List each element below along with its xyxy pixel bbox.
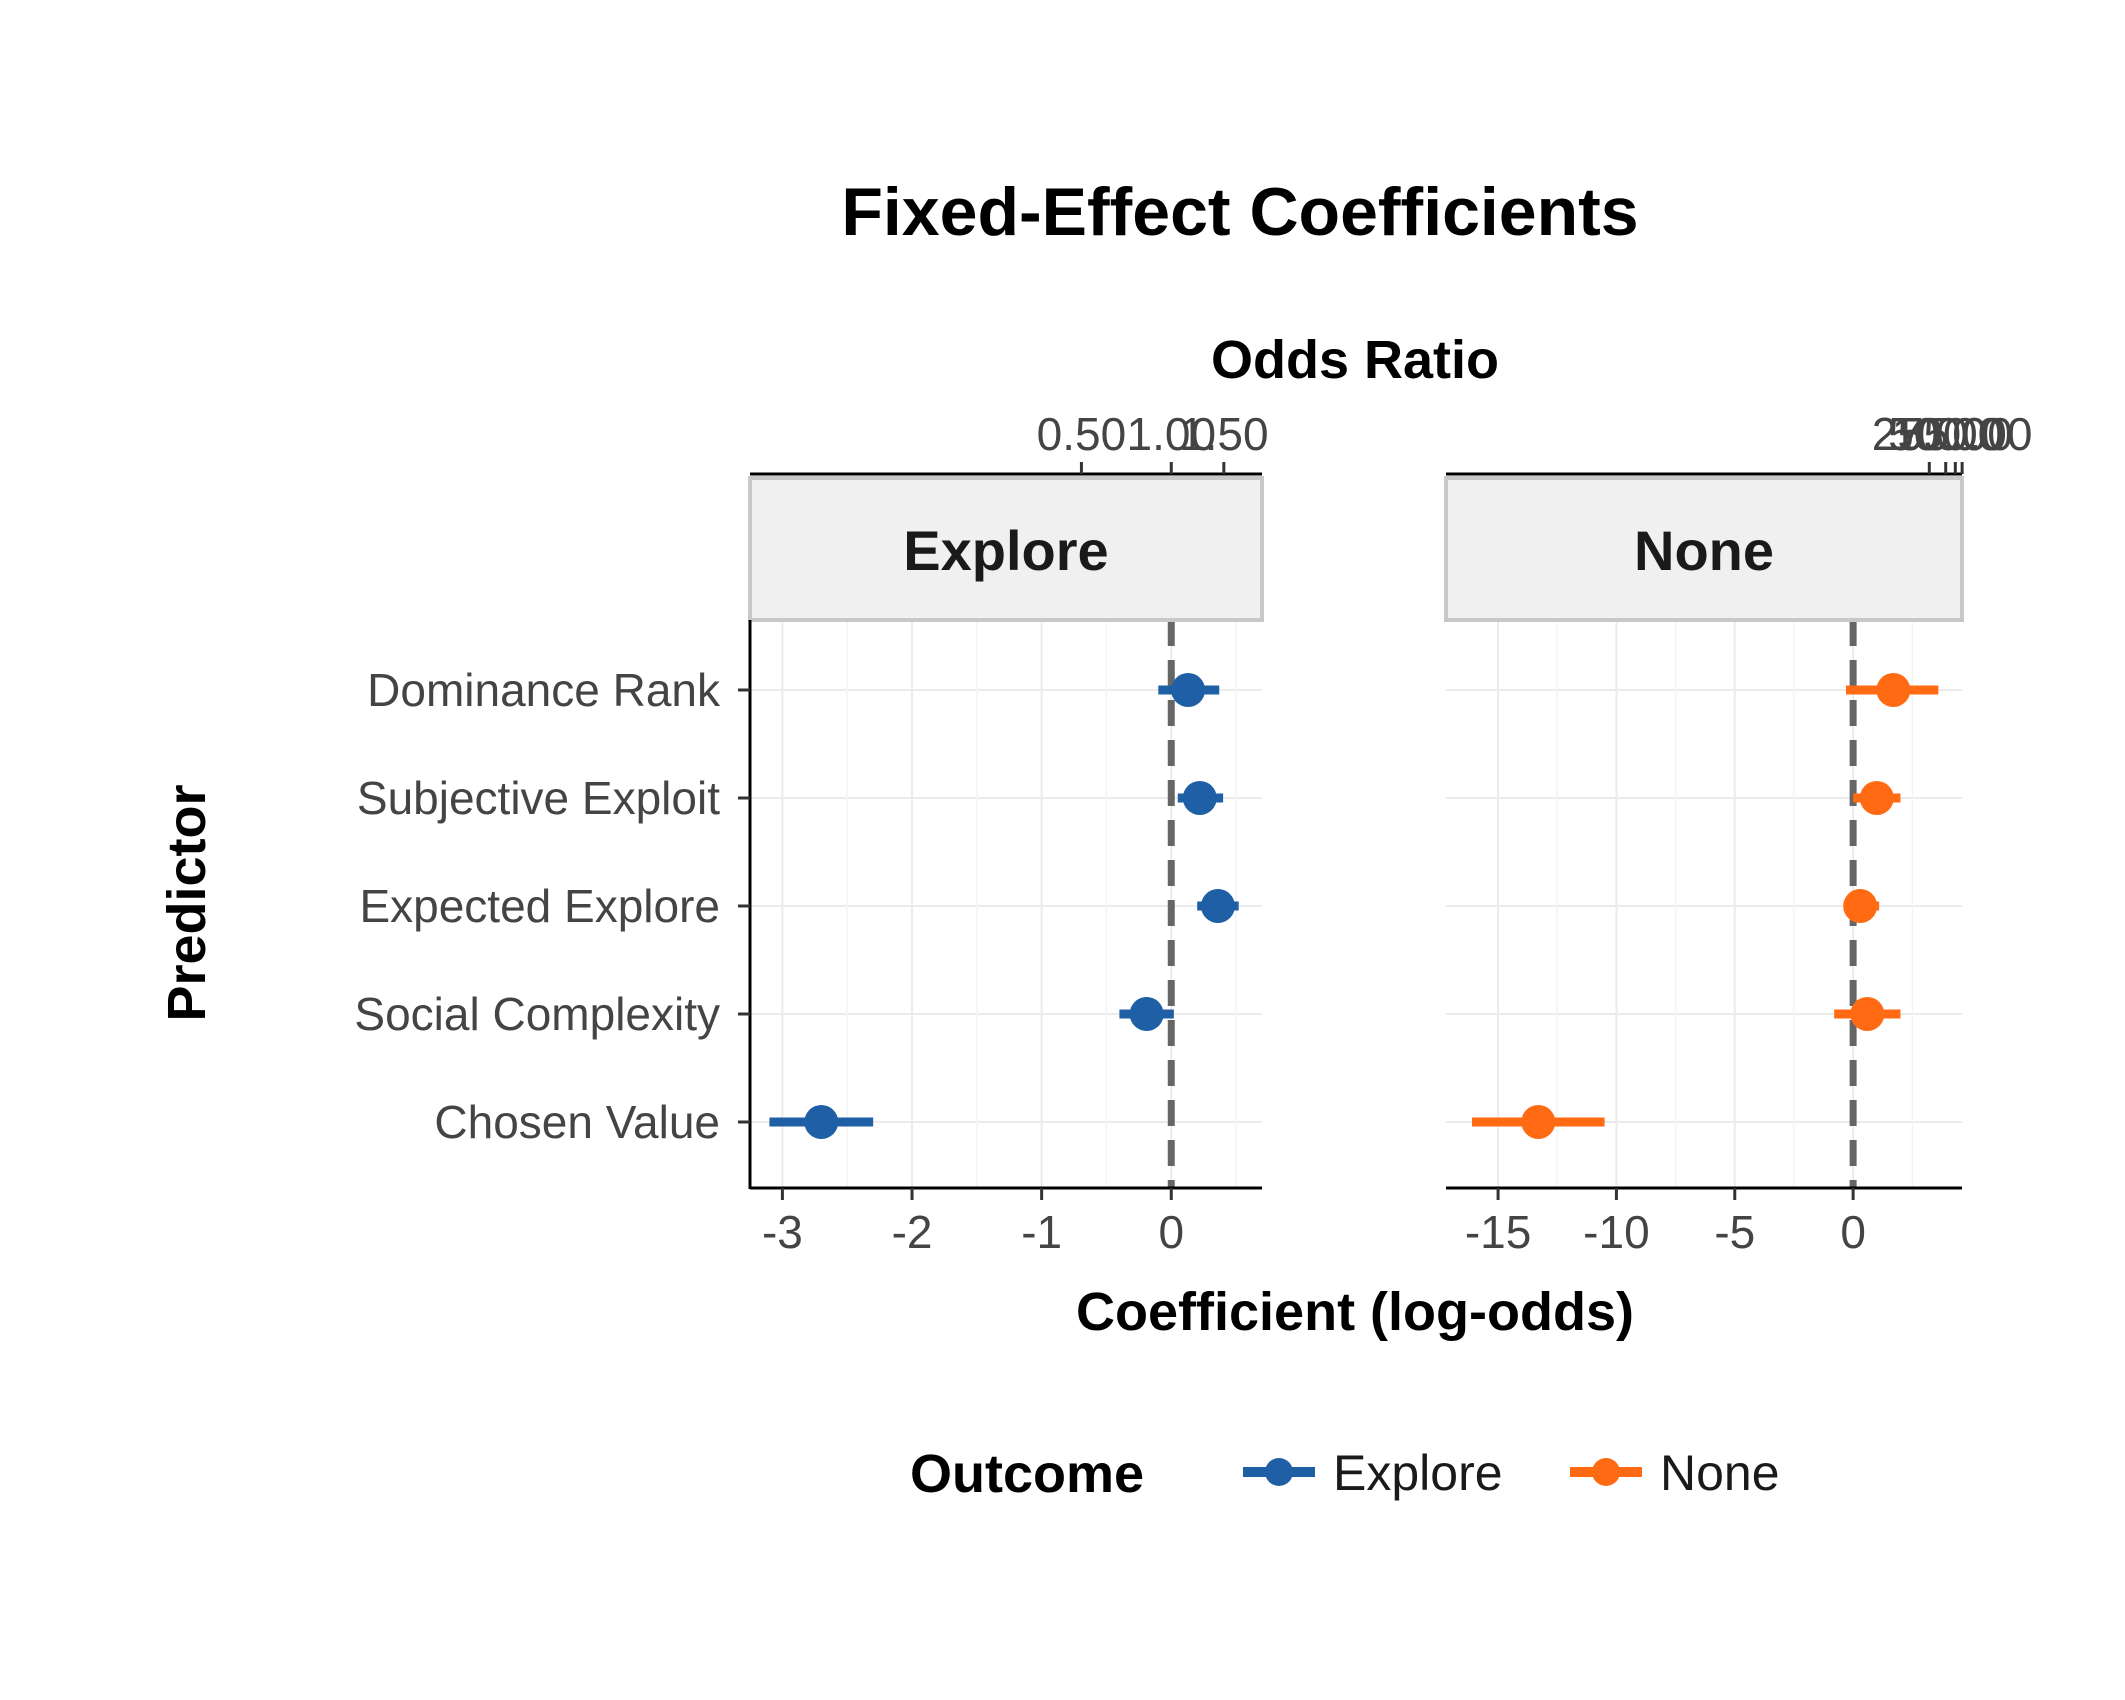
- panel-none-top-tick-label-3: 100.00: [1892, 408, 2033, 460]
- legend-label-none: None: [1660, 1445, 1780, 1501]
- panel-none-x-tick-label-2: -5: [1714, 1206, 1755, 1258]
- panel-explore-point-expected-explore: [1200, 889, 1235, 923]
- legend-key-point-explore: [1265, 1458, 1293, 1486]
- chart-title: Fixed-Effect Coefficients: [841, 174, 1638, 250]
- panel-none-point-expected-explore: [1843, 889, 1878, 923]
- panel-explore-point-subjective-exploit: [1182, 781, 1217, 815]
- panel-none-top-tick-label-2: 75.00: [1898, 408, 2013, 460]
- panel-none-strip-label: None: [1634, 519, 1774, 582]
- y-tick-label-social-complexity: Social Complexity: [354, 988, 720, 1040]
- panel-explore-strip: [748, 476, 1264, 622]
- y-tick-label-dominance-rank: Dominance Rank: [367, 664, 721, 716]
- legend-item-none: None: [1570, 1445, 1780, 1501]
- panel-explore-x-tick-label-3: 0: [1158, 1206, 1184, 1258]
- panel-explore-point-chosen-value: [804, 1105, 839, 1139]
- panel-none-point-chosen-value: [1521, 1105, 1556, 1139]
- panel-none-strip: [1444, 476, 1964, 622]
- panel-none-x-tick-label-0: -15: [1465, 1206, 1531, 1258]
- y-tick-label-chosen-value: Chosen Value: [434, 1096, 720, 1148]
- panel-none-x-tick-label-1: -10: [1583, 1206, 1649, 1258]
- panel-explore-strip-label: Explore: [903, 519, 1108, 582]
- panel-none-point-subjective-exploit: [1859, 781, 1894, 815]
- panel-none-x-tick-label-3: 0: [1840, 1206, 1866, 1258]
- panel-explore-x-tick-label-0: -3: [762, 1206, 803, 1258]
- y-tick-label-expected-explore: Expected Explore: [359, 880, 720, 932]
- legend-key-point-none: [1592, 1458, 1620, 1486]
- y-axis-title: Predictor: [157, 784, 217, 1021]
- legend-title: Outcome: [910, 1444, 1144, 1504]
- panel-explore-point-dominance-rank: [1171, 673, 1206, 707]
- panel-explore-top-tick-label-2: 1.50: [1179, 408, 1269, 460]
- panel-none-point-social-complexity: [1850, 997, 1885, 1031]
- panel-explore-x-tick-label-1: -2: [892, 1206, 933, 1258]
- panel-none-point-dominance-rank: [1876, 673, 1911, 707]
- panel-explore-top-tick-label-0: 0.50: [1037, 408, 1127, 460]
- panel-explore-top-tick-label-1: 1.00: [1127, 408, 1217, 460]
- legend-label-explore: Explore: [1333, 1445, 1503, 1501]
- panel-explore-x-tick-label-2: -1: [1021, 1206, 1062, 1258]
- legend-item-explore: Explore: [1243, 1445, 1503, 1501]
- panel-none-top-tick-label-0: 25.00: [1872, 408, 1987, 460]
- panel-none-top-tick-label-1: 50.00: [1888, 408, 2003, 460]
- y-tick-label-subjective-exploit: Subjective Exploit: [357, 772, 720, 824]
- secondary-x-axis-title: Odds Ratio: [1211, 330, 1499, 390]
- panel-explore-point-social-complexity: [1129, 997, 1164, 1031]
- legend: Outcome Explore None: [910, 1444, 1780, 1504]
- y-axis-labels: Dominance Rank Subjective Exploit Expected…: [354, 664, 721, 1148]
- panel-explore: Explore 0.50 1.001.50 -3 -2 -1 0: [738, 408, 1269, 1258]
- x-axis-title: Coefficient (log-odds): [1076, 1282, 1634, 1342]
